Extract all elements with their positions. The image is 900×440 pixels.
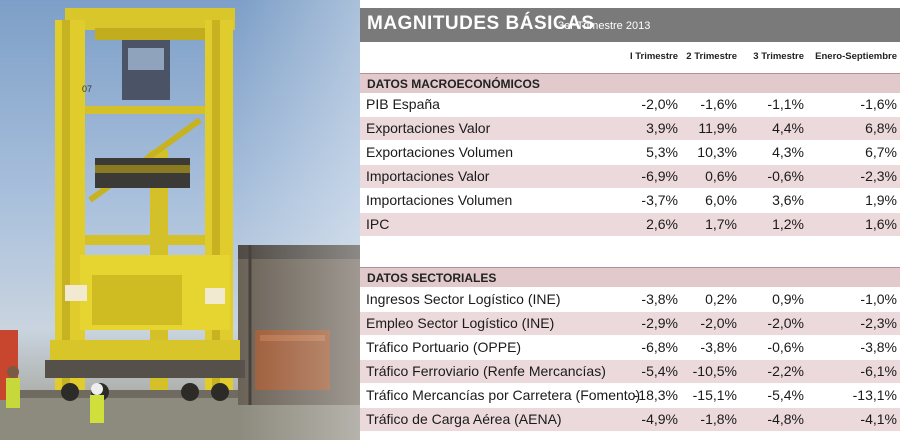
cell-q1: 5,3%: [646, 144, 678, 160]
table-row: Exportaciones Volumen 5,3% 10,3% 4,3% 6,…: [360, 141, 900, 164]
cell-ytd: 6,8%: [865, 120, 897, 136]
row-label: Ingresos Sector Logístico (INE): [366, 291, 561, 307]
table-panel: MAGNITUDES BÁSICAS 3er Trimestre 2013 I …: [360, 0, 900, 440]
cell-q1: -2,9%: [641, 315, 678, 331]
cell-q3: -4,8%: [767, 411, 804, 427]
table-row: Tráfico Portuario (OPPE) -6,8% -3,8% -0,…: [360, 336, 900, 359]
cell-ytd: -13,1%: [852, 387, 897, 403]
table-row: Tráfico de Carga Aérea (AENA) -4,9% -1,8…: [360, 408, 900, 431]
cell-q3: 4,3%: [772, 144, 804, 160]
cell-q3: -2,2%: [767, 363, 804, 379]
cell-q2: 0,2%: [705, 291, 737, 307]
column-header-q1: I Trimestre: [629, 51, 678, 62]
cell-q1: -2,0%: [641, 96, 678, 112]
table-row: Importaciones Valor -6,9% 0,6% -0,6% -2,…: [360, 165, 900, 188]
row-label: Empleo Sector Logístico (INE): [366, 315, 555, 331]
row-label: IPC: [366, 216, 390, 232]
row-label: Exportaciones Volumen: [366, 144, 514, 160]
cell-q2: 6,0%: [705, 192, 737, 208]
table-row: Tráfico Ferroviario (Renfe Mercancías) -…: [360, 360, 900, 383]
cell-q3: -0,6%: [767, 339, 804, 355]
port-crane-photo: 07: [0, 0, 360, 440]
cell-q3: 1,2%: [772, 216, 804, 232]
cell-ytd: 6,7%: [865, 144, 897, 160]
row-label: Tráfico Portuario (OPPE): [366, 339, 522, 355]
cell-q3: 0,9%: [772, 291, 804, 307]
cell-q2: -15,1%: [692, 387, 737, 403]
section-heading: DATOS SECTORIALES: [367, 271, 497, 285]
cell-q1: -6,9%: [641, 168, 678, 184]
cell-q3: 4,4%: [772, 120, 804, 136]
cell-q3: -0,6%: [767, 168, 804, 184]
cell-q1: -3,7%: [641, 192, 678, 208]
cell-q2: -2,0%: [700, 315, 737, 331]
column-header-q3: 3 Trimestre: [753, 51, 804, 62]
cell-ytd: -1,0%: [860, 291, 897, 307]
cell-q2: 11,9%: [698, 120, 737, 136]
section-header-macroeconomic: DATOS MACROECONÓMICOS: [360, 73, 900, 93]
section-header-sectoral: DATOS SECTORIALES: [360, 267, 900, 287]
cell-ytd: -2,3%: [860, 315, 897, 331]
cell-ytd: 1,9%: [865, 192, 897, 208]
row-label: PIB España: [366, 96, 440, 112]
cell-ytd: -6,1%: [860, 363, 897, 379]
row-label: Importaciones Valor: [366, 168, 490, 184]
cell-ytd: 1,6%: [865, 216, 897, 232]
cell-q3: -2,0%: [767, 315, 804, 331]
cell-q1: -18,3%: [633, 387, 678, 403]
row-label: Tráfico Mercancías por Carretera (Foment…: [366, 387, 641, 403]
cell-q2: -3,8%: [700, 339, 737, 355]
cell-q2: -1,8%: [700, 411, 737, 427]
cell-q1: 2,6%: [646, 216, 678, 232]
cell-q1: -5,4%: [641, 363, 678, 379]
table-row: PIB España -2,0% -1,6% -1,1% -1,6%: [360, 93, 900, 116]
section-heading: DATOS MACROECONÓMICOS: [367, 77, 540, 91]
crane-illustration: 07: [0, 8, 360, 440]
cell-q1: -3,8%: [641, 291, 678, 307]
cell-q2: -10,5%: [692, 363, 737, 379]
table-row: Empleo Sector Logístico (INE) -2,9% -2,0…: [360, 312, 900, 335]
cell-q2: -1,6%: [700, 96, 737, 112]
column-header-q2: 2 Trimestre: [686, 51, 737, 62]
photo-fade-overlay: [238, 0, 360, 440]
cell-q3: 3,6%: [772, 192, 804, 208]
cell-ytd: -4,1%: [860, 411, 897, 427]
row-label: Tráfico de Carga Aérea (AENA): [366, 411, 562, 427]
row-label: Exportaciones Valor: [366, 120, 491, 136]
cell-q3: -5,4%: [767, 387, 804, 403]
crane-number-label: 07: [82, 84, 92, 94]
row-label: Tráfico Ferroviario (Renfe Mercancías): [366, 363, 606, 379]
cell-q2: 10,3%: [697, 144, 737, 160]
cell-q1: -6,8%: [641, 339, 678, 355]
table-row: Importaciones Volumen -3,7% 6,0% 3,6% 1,…: [360, 189, 900, 212]
cell-q1: 3,9%: [646, 120, 678, 136]
title-bar: MAGNITUDES BÁSICAS 3er Trimestre 2013: [360, 8, 900, 42]
cell-ytd: -3,8%: [860, 339, 897, 355]
page-subtitle: 3er Trimestre 2013: [558, 20, 651, 32]
table-row: Ingresos Sector Logístico (INE) -3,8% 0,…: [360, 288, 900, 311]
cell-q3: -1,1%: [767, 96, 804, 112]
column-header-ytd: Enero-Septiembre: [815, 51, 897, 62]
cell-ytd: -2,3%: [860, 168, 897, 184]
page-title: MAGNITUDES BÁSICAS: [367, 13, 595, 34]
cell-q1: -4,9%: [641, 411, 678, 427]
cell-q2: 0,6%: [705, 168, 737, 184]
cell-q2: 1,7%: [705, 216, 737, 232]
table-row: Tráfico Mercancías por Carretera (Foment…: [360, 384, 900, 407]
cell-ytd: -1,6%: [860, 96, 897, 112]
table-row: IPC 2,6% 1,7% 1,2% 1,6%: [360, 213, 900, 236]
row-label: Importaciones Volumen: [366, 192, 513, 208]
table-row: Exportaciones Valor 3,9% 11,9% 4,4% 6,8%: [360, 117, 900, 140]
